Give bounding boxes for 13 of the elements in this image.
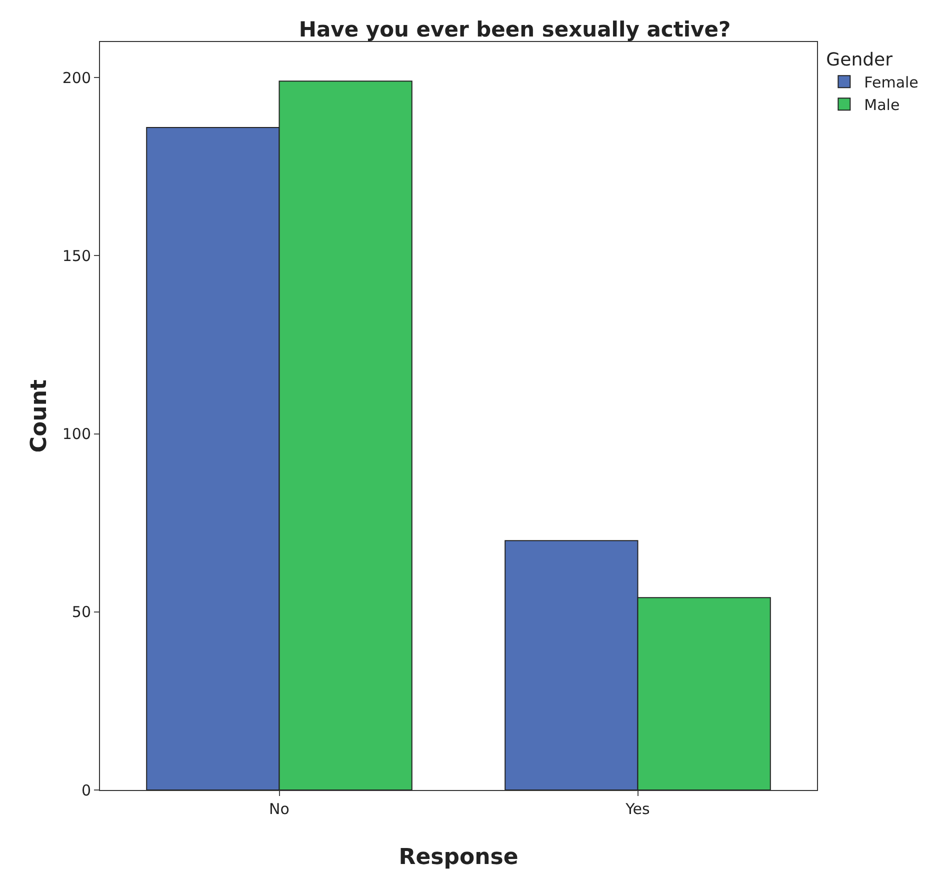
x-axis-title: Response xyxy=(398,845,518,870)
y-tick-label: 150 xyxy=(62,246,91,265)
y-tick-label: 50 xyxy=(72,603,91,622)
y-axis-title: Count xyxy=(27,378,52,453)
legend-label: Female xyxy=(864,74,918,92)
legend-label: Male xyxy=(864,96,900,114)
x-tick-label: Yes xyxy=(624,800,650,818)
y-tick-label: 100 xyxy=(62,425,91,444)
legend-title: Gender xyxy=(826,49,894,70)
x-tick-label: No xyxy=(269,800,290,818)
y-tick-label: 200 xyxy=(62,68,91,87)
chart-title: Have you ever been sexually active? xyxy=(298,17,731,42)
y-tick-label: 0 xyxy=(81,781,91,800)
